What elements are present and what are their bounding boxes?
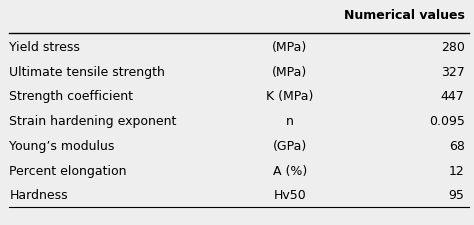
Text: (GPa): (GPa) (273, 140, 307, 153)
Text: Hv50: Hv50 (273, 189, 306, 202)
Text: (MPa): (MPa) (273, 66, 308, 79)
Text: Hardness: Hardness (9, 189, 68, 202)
Text: Ultimate tensile strength: Ultimate tensile strength (9, 66, 165, 79)
Text: K (MPa): K (MPa) (266, 90, 314, 104)
Text: 12: 12 (449, 165, 465, 178)
Text: 68: 68 (449, 140, 465, 153)
Text: 327: 327 (441, 66, 465, 79)
Text: A (%): A (%) (273, 165, 307, 178)
Text: (MPa): (MPa) (273, 41, 308, 54)
Text: n: n (286, 115, 294, 128)
Text: 0.095: 0.095 (428, 115, 465, 128)
Text: Percent elongation: Percent elongation (9, 165, 127, 178)
Text: Strength coefficient: Strength coefficient (9, 90, 134, 104)
Text: 95: 95 (449, 189, 465, 202)
Text: 447: 447 (441, 90, 465, 104)
Text: Yield stress: Yield stress (9, 41, 81, 54)
Text: Strain hardening exponent: Strain hardening exponent (9, 115, 177, 128)
Text: Numerical values: Numerical values (344, 9, 465, 22)
Text: 280: 280 (441, 41, 465, 54)
Text: Young’s modulus: Young’s modulus (9, 140, 115, 153)
